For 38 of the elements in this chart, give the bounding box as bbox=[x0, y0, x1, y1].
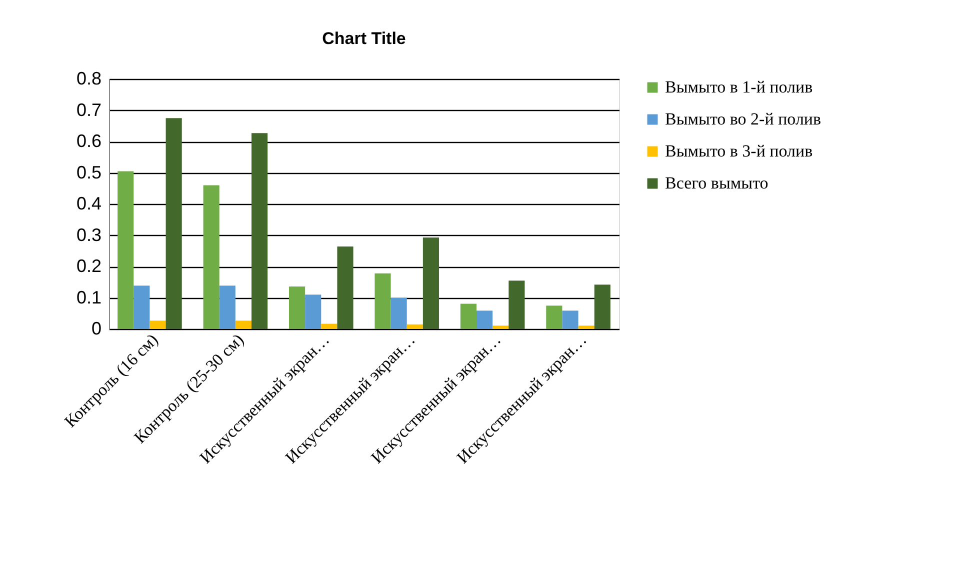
bar bbox=[546, 306, 562, 329]
bar bbox=[492, 326, 509, 329]
bar bbox=[321, 324, 338, 329]
bar bbox=[390, 298, 407, 329]
bar bbox=[374, 273, 391, 329]
y-tick-label: 0.3 bbox=[76, 224, 102, 245]
bar bbox=[289, 286, 306, 329]
y-tick-label: 0.4 bbox=[76, 194, 102, 214]
bar bbox=[219, 286, 236, 329]
legend-label: Вымыто в 1-й полив bbox=[665, 78, 813, 96]
bar bbox=[578, 326, 594, 329]
bar bbox=[118, 171, 134, 329]
bar bbox=[166, 118, 182, 329]
bar bbox=[150, 320, 166, 329]
bar bbox=[562, 310, 578, 329]
bar bbox=[594, 284, 610, 329]
y-tick-label: 0.2 bbox=[76, 256, 102, 276]
bar bbox=[422, 237, 439, 329]
bar bbox=[134, 286, 150, 329]
bar bbox=[203, 185, 220, 329]
legend-label: Вымыто в 3-й полив bbox=[665, 142, 813, 160]
bar bbox=[460, 304, 476, 329]
y-tick-label: 0.6 bbox=[76, 131, 102, 151]
y-tick-label: 0.8 bbox=[76, 68, 102, 88]
bar bbox=[508, 280, 525, 329]
bar bbox=[252, 133, 268, 329]
y-tick-label: 0.1 bbox=[76, 287, 102, 308]
legend-label: Всего вымыто bbox=[665, 174, 768, 192]
bar bbox=[235, 320, 252, 329]
y-tick-label: 0 bbox=[91, 318, 102, 338]
legend-label: Вымыто во 2-й полив bbox=[665, 110, 822, 128]
y-tick-label: 0.5 bbox=[76, 162, 102, 182]
bar bbox=[476, 310, 493, 329]
bar bbox=[337, 246, 354, 329]
bar bbox=[305, 294, 322, 329]
bar bbox=[406, 324, 423, 329]
y-tick-label: 0.7 bbox=[76, 100, 102, 120]
chart-title: Chart Title bbox=[322, 29, 406, 48]
